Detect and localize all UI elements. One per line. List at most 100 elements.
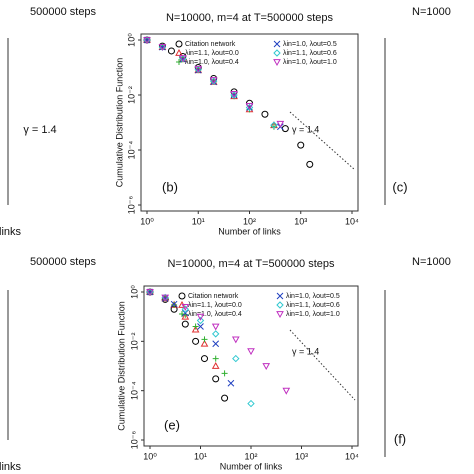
point [231, 336, 240, 344]
cropped-text: links [0, 461, 21, 473]
y-tick-label: 10⁰ [126, 33, 136, 47]
legend-marker [175, 48, 183, 56]
cropped-text: links [0, 226, 21, 238]
y-tick-label: 10⁻⁶ [126, 195, 136, 214]
point [262, 363, 271, 371]
point [270, 121, 278, 129]
point [170, 300, 178, 308]
point [161, 294, 170, 302]
point [247, 348, 255, 356]
legend-marker [276, 311, 284, 319]
point [212, 375, 220, 383]
point [276, 120, 285, 128]
point [158, 44, 167, 51]
point [192, 337, 200, 345]
x-tick-label: 10⁰ [140, 216, 154, 226]
point [209, 77, 218, 85]
point [211, 323, 220, 331]
cropped-text: N=1000 [412, 6, 451, 18]
cropped-text: N=1000 [412, 256, 451, 268]
legend-label: λin=1.1, λout=0.6 [286, 302, 340, 309]
point [181, 320, 189, 328]
cropped-text: (f) [394, 431, 406, 446]
x-tick-label: 10¹ [192, 216, 205, 226]
legend-label: λin=1.0, λout=0.5 [283, 41, 337, 48]
legend-label: λin=1.0, λout=1.0 [283, 59, 337, 66]
point [197, 323, 204, 330]
annotation: γ = 1.4 [292, 346, 319, 356]
point [221, 394, 229, 402]
y-tick-label: 10⁻⁶ [129, 430, 139, 449]
point [191, 325, 200, 333]
legend-marker [273, 59, 281, 67]
x-tick-label: 10⁰ [143, 451, 157, 461]
point [212, 355, 219, 362]
cropped-text: γ = 1.4 [23, 124, 56, 136]
point [201, 336, 208, 343]
point [200, 355, 208, 363]
y-tick-label: 10⁻⁴ [126, 141, 136, 160]
reference-line [289, 329, 356, 401]
legend-label: λin=1.0, λout=0.4 [188, 311, 242, 318]
point [297, 141, 305, 149]
point [194, 65, 203, 73]
legend-label: Citation network [188, 293, 239, 300]
reference-line [289, 111, 356, 171]
point [212, 340, 220, 348]
point [159, 43, 166, 51]
point [230, 90, 238, 98]
legend-marker [178, 292, 186, 300]
legend-label: λin=1.0, λout=0.4 [185, 59, 239, 66]
legend-marker [276, 292, 284, 300]
point [200, 339, 209, 347]
point [167, 47, 175, 55]
panel-label: (e) [164, 417, 180, 432]
point [196, 313, 205, 321]
point [282, 387, 291, 395]
y-tick-label: 10⁻² [129, 332, 139, 350]
panel: N=10000, m=4 at T=500000 steps Number of … [114, 12, 359, 236]
point [227, 379, 235, 387]
x-tick-label: 10¹ [194, 451, 207, 461]
x-axis-label: Number of links [220, 461, 283, 471]
point [181, 312, 190, 320]
x-tick-label: 10³ [295, 451, 308, 461]
y-tick-label: 10⁻² [126, 86, 136, 104]
point [143, 37, 151, 45]
cropped-text: 500000 steps [30, 256, 97, 268]
point [261, 110, 269, 118]
annotation: γ = 1.4 [292, 124, 319, 134]
cropped-text: (c) [392, 179, 407, 194]
point [245, 103, 254, 112]
legend-marker [175, 40, 183, 48]
x-tick-label: 10² [243, 216, 256, 226]
legend-label: λin=1.1, λout=0.6 [283, 50, 337, 57]
point [306, 160, 314, 168]
chart-title: N=10000, m=4 at T=500000 steps [167, 258, 335, 270]
y-axis-label: Cumulative Distribution Function [116, 301, 126, 431]
x-axis-label: Number of links [218, 226, 281, 236]
panel-label: (b) [162, 179, 178, 194]
panel: N=10000, m=4 at T=500000 steps Number of … [116, 258, 359, 471]
legend-label: Citation network [185, 41, 236, 48]
x-tick-label: 10² [244, 451, 257, 461]
point [247, 399, 255, 408]
legend-marker [273, 40, 281, 48]
legend-label: λin=1.1, λout=0.0 [188, 302, 242, 309]
point [211, 330, 220, 338]
point [281, 125, 289, 133]
point [181, 309, 189, 317]
point [211, 361, 220, 369]
legend-marker [176, 59, 182, 65]
x-tick-label: 10³ [294, 216, 307, 226]
point [146, 289, 154, 297]
point [196, 316, 205, 325]
point [192, 323, 199, 330]
y-tick-label: 10⁻⁴ [129, 381, 139, 400]
x-tick-label: 10⁴ [345, 451, 359, 461]
y-tick-label: 10⁰ [129, 285, 139, 299]
chart-title: N=10000, m=4 at T=500000 steps [166, 12, 334, 24]
legend-label: λin=1.0, λout=0.5 [286, 293, 340, 300]
legend-marker [273, 49, 281, 57]
x-tick-label: 10⁴ [345, 216, 359, 226]
